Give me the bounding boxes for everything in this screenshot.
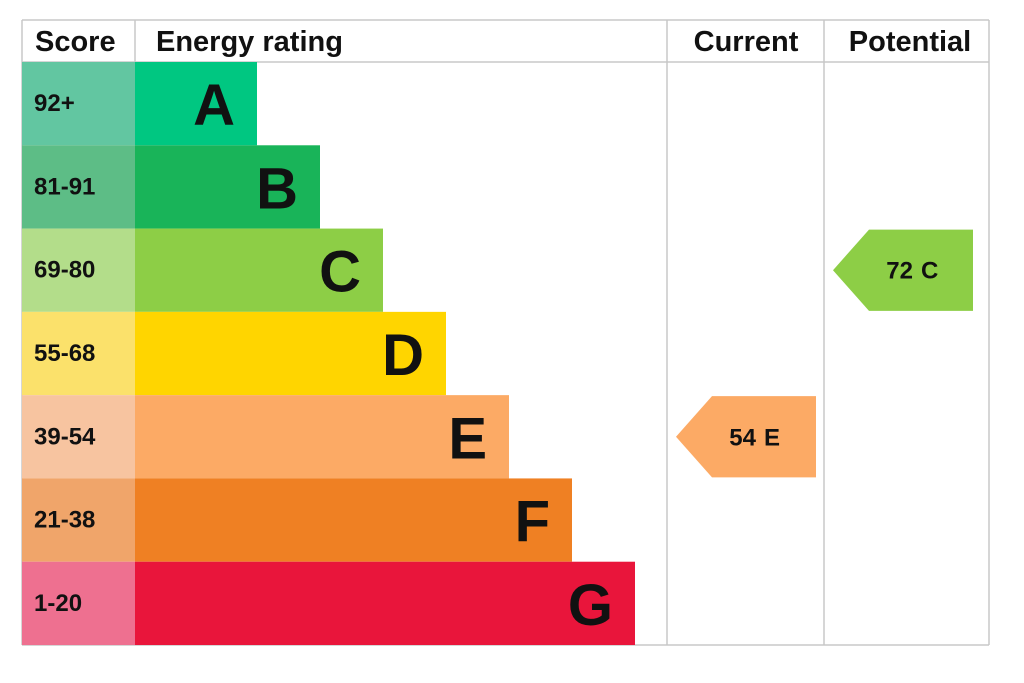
score-cell	[22, 145, 135, 229]
header-score: Score	[35, 26, 116, 58]
rating-bar	[135, 561, 635, 645]
band-letter: D	[382, 323, 424, 388]
rating-bar	[135, 311, 446, 396]
band-letter: F	[515, 490, 550, 555]
band-letter: B	[256, 156, 298, 221]
band-letter: E	[448, 406, 487, 471]
score-cell	[22, 478, 135, 562]
rating-bar	[135, 62, 257, 146]
score-range: 21-38	[34, 507, 95, 534]
band-letter: A	[193, 73, 235, 138]
rating-bar	[135, 228, 383, 312]
potential-score: 72	[886, 258, 913, 285]
band-letter: C	[319, 240, 361, 305]
potential-arrow	[833, 229, 973, 311]
score-cell	[22, 228, 135, 312]
score-range: 1-20	[34, 590, 82, 617]
potential-band: C	[921, 258, 938, 285]
current-band: E	[764, 424, 780, 451]
rating-bar	[135, 395, 509, 479]
rating-bar	[135, 145, 320, 229]
score-cell	[22, 561, 135, 645]
score-range: 39-54	[34, 423, 96, 450]
score-cell	[22, 311, 135, 396]
score-range: 55-68	[34, 340, 95, 367]
score-range: 69-80	[34, 257, 95, 284]
score-range: 81-91	[34, 173, 95, 200]
header-rating: Energy rating	[156, 26, 343, 58]
score-range: 92+	[34, 90, 75, 117]
header-current: Current	[694, 26, 799, 58]
score-cell	[22, 395, 135, 479]
current-score: 54	[729, 424, 756, 451]
score-cell	[22, 62, 135, 146]
rating-bar	[135, 478, 572, 562]
header-potential: Potential	[849, 26, 971, 58]
band-letter: G	[568, 573, 613, 638]
current-arrow	[676, 396, 816, 478]
